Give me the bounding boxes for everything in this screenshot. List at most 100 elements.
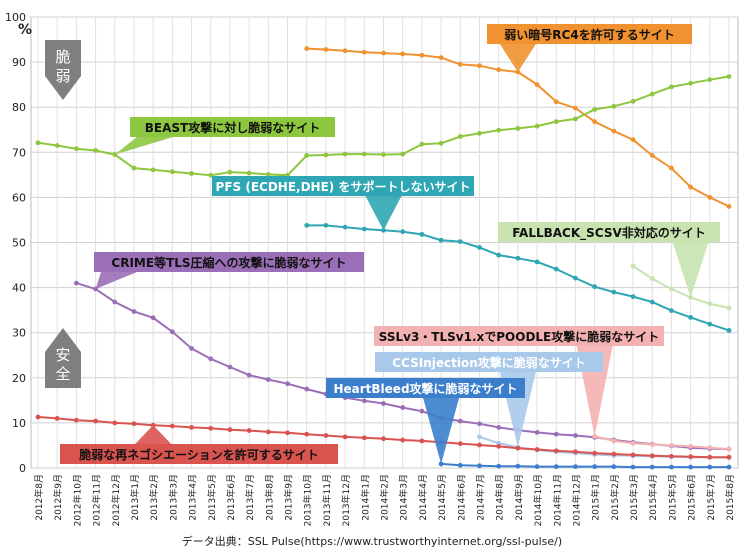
data-point (688, 443, 694, 449)
data-point (150, 422, 156, 428)
data-point (553, 464, 559, 470)
data-point (669, 286, 674, 292)
callout-pointer (114, 137, 173, 155)
callout-label: 弱い暗号RC4を許可するサイト (504, 27, 674, 42)
callout-pointer (95, 272, 137, 289)
safe-arrow: 安全 (45, 328, 81, 388)
data-point (131, 309, 137, 314)
callout-box (60, 444, 338, 464)
data-point (457, 418, 463, 424)
x-tick-label: 2013年6月 (225, 474, 237, 521)
x-tick-label: 2015年8月 (724, 474, 736, 521)
x-tick-label: 2012年8月 (33, 474, 45, 521)
data-point (131, 421, 137, 427)
data-point (342, 434, 348, 440)
data-point (553, 448, 559, 454)
safe-label: 安全 (55, 346, 70, 383)
data-point (669, 308, 674, 314)
callout-label: FALLBACK_SCSV非対応のサイト (512, 225, 706, 241)
callout-label: CCSInjection攻撃に脆弱なサイト (392, 355, 586, 370)
x-tick-label: 2014年1月 (359, 474, 371, 521)
data-point (573, 105, 578, 111)
data-point (419, 141, 425, 147)
data-point (707, 195, 713, 200)
callout-label: BEAST攻撃に対し脆弱なサイト (145, 120, 320, 135)
callout-7: HeartBleed攻撃に脆弱なサイト (326, 378, 525, 464)
callout-0: 弱い暗号RC4を許可するサイト (487, 24, 692, 73)
data-point (208, 425, 214, 431)
data-point (457, 239, 463, 244)
data-point (457, 441, 463, 447)
data-point (669, 464, 674, 470)
data-point (150, 167, 156, 173)
data-point (726, 204, 732, 209)
data-point (169, 169, 175, 175)
callout-3: FALLBACK_SCSV非対応のサイト (498, 222, 720, 298)
data-point (361, 226, 367, 232)
data-point (669, 443, 674, 448)
data-point (54, 415, 60, 421)
y-tick-label: 0 (19, 462, 26, 475)
data-point (304, 46, 310, 51)
data-point (35, 414, 41, 420)
series-7 (438, 461, 732, 470)
callout-6: CCSInjection攻撃に脆弱なサイト (375, 352, 603, 448)
callout-pointer (365, 196, 402, 231)
series-line (441, 462, 729, 469)
data-point (553, 266, 559, 272)
data-point (611, 438, 617, 444)
data-point (419, 408, 425, 414)
data-point (419, 231, 425, 237)
data-point (534, 82, 540, 88)
data-point (265, 171, 271, 177)
data-point (361, 49, 367, 55)
x-tick-label: 2013年9月 (283, 474, 295, 521)
callout-pointer (499, 44, 536, 73)
data-point (649, 91, 655, 97)
y-axis: 0 10 20 30 40 50 60 70 80 90 100 (5, 11, 26, 475)
data-point (649, 453, 655, 459)
y-tick-label: 70 (12, 146, 26, 159)
data-point (573, 116, 578, 122)
x-axis: 2012年8月 2012年9月 2012年10月 2012年11月 2012年12月 20… (33, 474, 736, 526)
data-point (630, 452, 636, 458)
series-line (594, 435, 730, 451)
y-tick-label: 100 (5, 11, 26, 24)
data-point (707, 321, 713, 327)
data-point (649, 299, 655, 305)
data-point (246, 372, 252, 378)
data-point (189, 425, 194, 430)
x-tick-label: 2014年3月 (398, 474, 410, 521)
callout-label: CRIME等TLS圧縮への攻撃に脆弱なサイト (111, 255, 346, 270)
data-point (688, 454, 694, 460)
data-point (227, 427, 233, 433)
x-tick-label: 2012年9月 (52, 474, 64, 521)
data-point (477, 442, 482, 448)
x-tick-label: 2013年11月 (321, 474, 333, 526)
data-point (592, 284, 598, 290)
x-tick-label: 2013年3月 (167, 474, 179, 521)
vulnerable-label: 脆弱 (55, 48, 70, 85)
data-point (688, 184, 694, 190)
x-tick-label: 2015年6月 (686, 474, 698, 521)
data-point (669, 165, 674, 171)
data-point (438, 55, 444, 60)
y-tick-label: 40 (12, 282, 26, 295)
data-point (477, 434, 482, 440)
data-point (515, 463, 521, 469)
data-point (169, 423, 175, 429)
data-point (131, 165, 137, 171)
data-point (457, 61, 463, 67)
data-point (726, 446, 732, 452)
data-point (93, 418, 98, 424)
callout-box (374, 326, 664, 346)
callout-2: PFS (ECDHE,DHE) をサポートしないサイト (212, 176, 474, 231)
x-tick-label: 2014年12月 (570, 474, 582, 526)
data-point (649, 153, 655, 158)
data-point (419, 438, 425, 444)
data-point (611, 103, 617, 109)
data-point (400, 151, 406, 157)
x-tick-label: 2013年2月 (148, 474, 160, 521)
data-point (707, 77, 713, 83)
